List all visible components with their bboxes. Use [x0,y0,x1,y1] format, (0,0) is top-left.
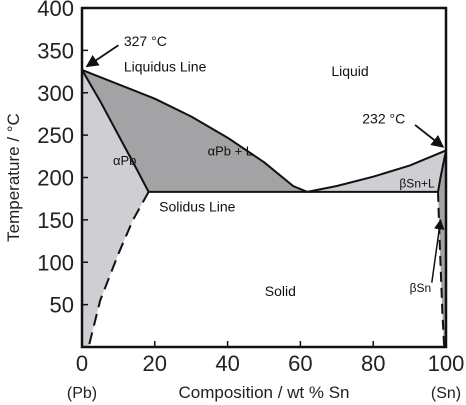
x-tick-label: 40 [215,351,239,376]
label-alpha-pb: αPb [113,153,136,168]
label-beta-sn: βSn [410,281,432,295]
region-alpha-liquid [82,69,308,192]
label-sn-melting-point: 232 °C [362,110,405,126]
label-liquidus-line: Liquidus Line [124,59,207,75]
label-alpha-liquid: αPb + L [208,143,253,158]
y-tick-label: 250 [37,123,74,148]
x-tick-label: 80 [361,351,385,376]
y-axis-title: Temperature / °C [4,113,23,242]
y-tick-label: 350 [37,38,74,63]
solvus-beta-line [437,191,446,348]
x-tick-label: 100 [428,351,465,376]
liquidus-line-right [307,149,447,193]
liquidus-line-left [81,68,308,193]
x-end-label-pb: (Pb) [67,385,97,402]
x-axis-title: Composition / wt % Sn [178,383,349,402]
x-tick-label: 0 [76,351,88,376]
x-tick-label: 60 [288,351,312,376]
y-tick-label: 200 [37,166,74,191]
y-tick-label: 100 [37,250,74,275]
arrow-beta-sn [431,218,445,283]
solvus-alpha-line [87,191,150,348]
label-solidus-line: Solidus Line [159,198,235,214]
solidus-alpha-line [81,69,150,193]
solidus-beta-line [437,150,447,193]
x-tick-label: 20 [143,351,167,376]
label-solid: Solid [265,283,296,299]
arrow-pb-melting-point [85,44,119,68]
region-beta-liquid [307,150,446,192]
y-tick-label: 400 [37,0,74,21]
y-tick-label: 150 [37,208,74,233]
label-liquid: Liquid [331,63,368,79]
label-pb-melting-point: 327 °C [124,33,167,49]
region-alpha [82,69,149,348]
x-end-label-sn: (Sn) [431,385,461,402]
label-beta-liquid: βSn+L [399,177,435,191]
region-beta [438,150,446,347]
arrow-sn-melting-point [414,124,445,148]
y-tick-label: 50 [50,293,74,318]
y-tick-label: 300 [37,81,74,106]
